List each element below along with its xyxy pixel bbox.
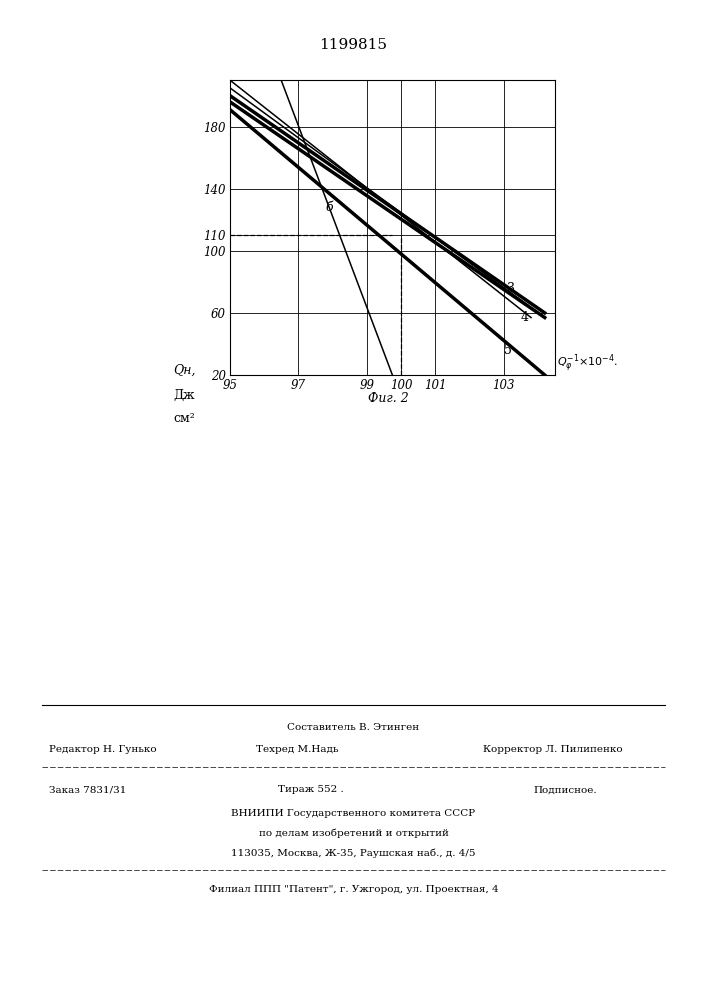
Text: Фиг. 2: Фиг. 2	[368, 392, 409, 405]
Text: Тираж 552 .: Тираж 552 .	[279, 786, 344, 794]
Text: Корректор Л. Пилипенко: Корректор Л. Пилипенко	[483, 744, 622, 754]
Text: Редактор Н. Гунько: Редактор Н. Гунько	[49, 744, 157, 754]
Text: 1199815: 1199815	[320, 38, 387, 52]
Text: б: б	[326, 201, 333, 214]
Text: Техред М.Надь: Техред М.Надь	[256, 744, 338, 754]
Text: Дж: Дж	[173, 388, 195, 401]
Text: 5: 5	[503, 344, 512, 357]
Text: по делам изобретений и открытий: по делам изобретений и открытий	[259, 828, 448, 838]
Text: ВНИИПИ Государственного комитета СССР: ВНИИПИ Государственного комитета СССР	[231, 808, 476, 818]
Text: $Q_\varphi^{-1}{\times}10^{-4}$.: $Q_\varphi^{-1}{\times}10^{-4}$.	[556, 353, 618, 375]
Text: Qн,: Qн,	[173, 363, 196, 376]
Text: Филиал ППП "Патент", г. Ужгород, ул. Проектная, 4: Филиал ППП "Патент", г. Ужгород, ул. Про…	[209, 886, 498, 895]
Text: 3: 3	[507, 282, 515, 295]
Text: Подписное.: Подписное.	[534, 786, 597, 794]
Text: Составитель В. Этинген: Составитель В. Этинген	[288, 722, 419, 732]
Text: Заказ 7831/31: Заказ 7831/31	[49, 786, 127, 794]
Text: 113035, Москва, Ж-35, Раушская наб., д. 4/5: 113035, Москва, Ж-35, Раушская наб., д. …	[231, 848, 476, 858]
Text: 4: 4	[521, 311, 529, 324]
Text: см²: см²	[173, 412, 195, 426]
